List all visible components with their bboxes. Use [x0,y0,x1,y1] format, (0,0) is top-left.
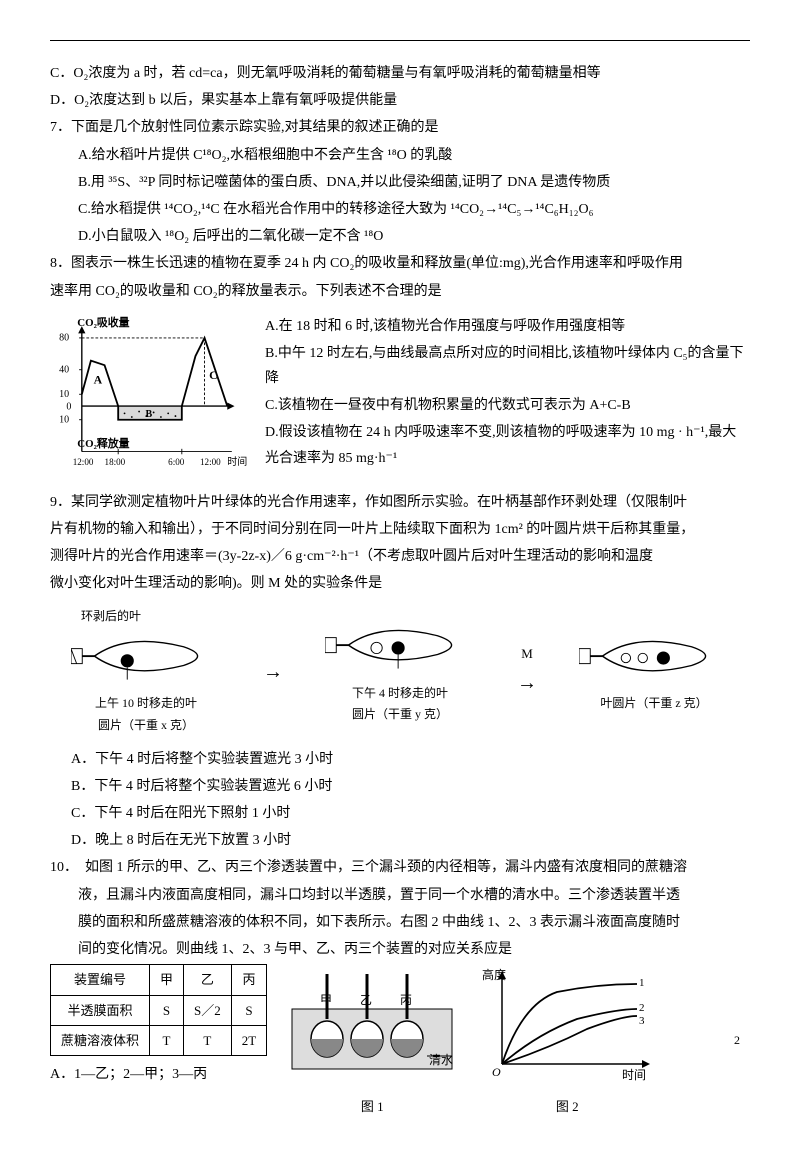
q9-leaf2-cap2: 圆片（干重 y 克） [325,704,475,726]
svg-text:18:00: 18:00 [105,457,126,467]
q7-opt-c: C.给水稻提供 ¹⁴CO₂,¹⁴C 在水稻光合作用中的转移途径大致为 ¹⁴CO₂… [50,197,750,222]
q7-stem: 7．下面是几个放射性同位素示踪实验,对其结果的叙述正确的是 [50,115,750,140]
q10-stem-3: 膜的面积和所盛蔗糖溶液的体积不同，如下表所示。右图 2 中曲线 1、2、3 表示… [50,910,750,935]
q10-fig2: 高度 时间 O 1 2 3 [477,964,657,1084]
svg-text:80: 80 [59,332,69,343]
q8-opt-c: C.该植物在一昼夜中有机物积累量的代数式可表示为 A+C-B [265,393,750,418]
svg-text:时间: 时间 [622,1068,646,1082]
svg-text:B: B [145,409,152,420]
q9-leaf3-cap: 叶圆片（干重 z 克） [579,693,729,715]
q9-opt-b: B．下午 4 时后将整个实验装置遮光 6 小时 [50,774,750,799]
q9-leaf-top-label: 环剥后的叶 [71,606,221,628]
svg-text:40: 40 [59,364,69,375]
q8-stem-2: 速率用 CO₂的吸收量和 CO₂的释放量表示。下列表述不合理的是 [50,279,750,304]
q10-stem-1: 10． 如图 1 所示的甲、乙、丙三个渗透装置中，三个漏斗颈的内径相等，漏斗内盛… [50,855,750,880]
q10-stem-2: 液，且漏斗内液面高度相同，漏斗口均封以半透膜，置于同一个水槽的清水中。三个渗透装… [50,883,750,908]
q10-stem-4: 间的变化情况。则曲线 1、2、3 与甲、乙、丙三个装置的对应关系应是 [50,937,750,962]
q10-fig1-cap: 图 1 [287,1095,457,1118]
q9-stem-3: 测得叶片的光合作用速率＝(3y-2z-x)／6 g·cm⁻²·h⁻¹（不考虑取叶… [50,544,750,569]
q9-opt-d: D．晚上 8 时后在无光下放置 3 小时 [50,828,750,853]
svg-text:O: O [492,1065,501,1079]
q8-opt-d: D.假设该植物在 24 h 内呼吸速率不变,则该植物的呼吸速率为 10 mg ·… [265,420,750,470]
q9-stem-4: 微小变化对叶生理活动的影响)。则 M 处的实验条件是 [50,571,750,596]
q7-opt-d: D.小白鼠吸入 ¹⁸O₂ 后呼出的二氧化碳一定不含 ¹⁸O [50,224,750,249]
q7-opt-a: A.给水稻叶片提供 C¹⁸O₂,水稻根细胞中不会产生含 ¹⁸O 的乳酸 [50,143,750,168]
q10-fig2-cap: 图 2 [477,1095,657,1118]
svg-text:3: 3 [639,1015,645,1027]
q9-opt-c: C．下午 4 时后在阳光下照射 1 小时 [50,801,750,826]
svg-text:12:00: 12:00 [200,457,221,467]
q8-chart: CO₂吸收量 80 40 10 0 10 A B C CO₂释放量 [50,312,250,482]
svg-text:乙: 乙 [360,993,372,1007]
svg-text:高度: 高度 [482,967,506,982]
q9-stem-2: 片有机物的输入和输出），于不同时间分别在同一叶片上陆续取下面积为 1cm² 的叶… [50,517,750,542]
q8-opt-b: B.中午 12 时左右,与曲线最高点所对应的时间相比,该植物叶绿体内 C₅的含量… [265,341,750,391]
svg-text:清水: 清水 [429,1053,453,1067]
q9-diagram: 环剥后的叶 上午 10 时移走的叶 圆片（干重 x 克） → 下午 4 时移走的… [50,606,750,736]
q9-leaf-2 [325,617,475,673]
svg-text:丙: 丙 [400,993,412,1007]
svg-text:A: A [94,372,103,386]
q9-arrow-m-label: M [517,642,537,665]
q10-opt-a: A．1—乙；2—甲；3—丙 [50,1062,267,1087]
q8-stem-1: 8．图表示一株生长迅速的植物在夏季 24 h 内 CO₂的吸收量和释放量(单位:… [50,251,750,276]
q9-leaf1-cap1: 上午 10 时移走的叶 [71,693,221,715]
arrow-icon: → [517,672,537,694]
arrow-icon: → [263,654,283,690]
q9-leaf2-cap1: 下午 4 时移走的叶 [325,683,475,705]
q9-stem-1: 9．某同学欲测定植物叶片叶绿体的光合作用速率，作如图所示实验。在叶柄基部作环剥处… [50,490,750,515]
svg-text:CO₂释放量: CO₂释放量 [77,436,129,450]
q7-opt-b: B.用 ³⁵S、³²P 同时标记噬菌体的蛋白质、DNA,并以此侵染细菌,证明了 … [50,170,750,195]
q10-fig1: 甲 乙 丙 清水 [287,964,457,1084]
q9-leaf-1 [71,628,221,684]
svg-text:10: 10 [59,414,69,425]
q6-opt-c: C．O₂浓度为 a 时，若 cd=ca，则无氧呼吸消耗的葡萄糖量与有氧呼吸消耗的… [50,61,750,86]
svg-text:甲: 甲 [320,993,332,1007]
svg-text:0: 0 [66,401,71,412]
q9-opt-a: A．下午 4 时后将整个实验装置遮光 3 小时 [50,747,750,772]
q9-leaf1-cap2: 圆片（干重 x 克） [71,715,221,737]
page-number: 2 [734,1030,740,1052]
svg-text:时间: 时间 [227,455,247,468]
svg-text:10: 10 [59,389,69,400]
q10-bottom-row: 装置编号甲乙丙 半透膜面积SS／2S 蔗糖溶液体积TT2T A．1—乙；2—甲；… [50,964,750,1119]
q8-opt-a: A.在 18 时和 6 时,该植物光合作用强度与呼吸作用强度相等 [265,314,750,339]
header-rule [50,40,750,41]
svg-text:1: 1 [639,977,645,989]
q8-figure-row: CO₂吸收量 80 40 10 0 10 A B C CO₂释放量 [50,312,750,482]
svg-text:2: 2 [639,1002,645,1014]
svg-text:6:00: 6:00 [168,457,185,467]
q10-table: 装置编号甲乙丙 半透膜面积SS／2S 蔗糖溶液体积TT2T [50,964,267,1056]
q6-opt-d: D．O₂浓度达到 b 以后，果实基本上靠有氧呼吸提供能量 [50,88,750,113]
svg-text:CO₂吸收量: CO₂吸收量 [77,315,129,329]
q9-leaf-3 [579,628,729,684]
svg-text:12:00: 12:00 [73,457,94,467]
svg-text:C: C [209,368,218,382]
